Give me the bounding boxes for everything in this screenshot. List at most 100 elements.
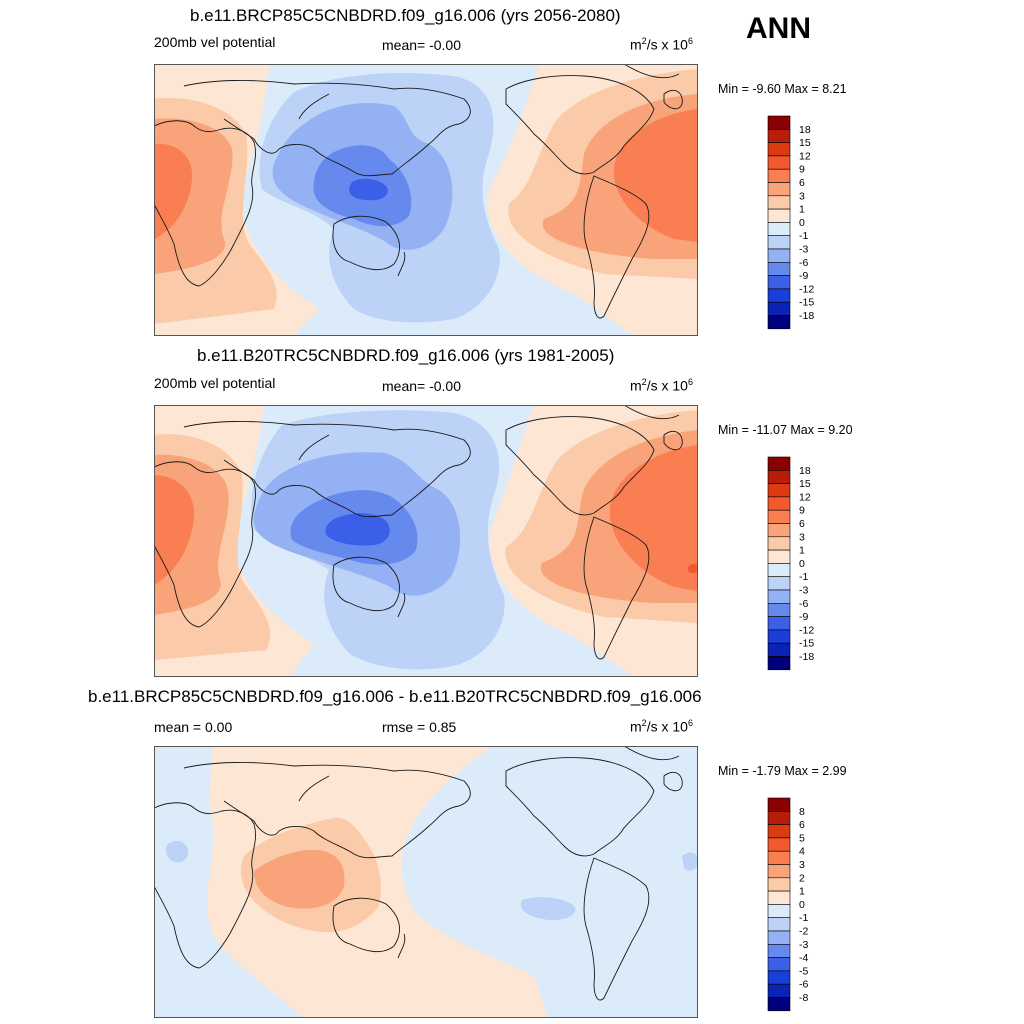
colorbar-swatch [767,944,791,958]
contour-positive-9-east [609,445,698,591]
colorbar-tick-label: 12 [799,150,811,162]
colorbar-swatch [767,797,791,812]
colorbar-tick-label: 6 [799,819,805,831]
colorbar-tick-label: -15 [799,297,814,309]
colorbar-tick-label: 18 [799,124,811,136]
contour-positive-9-east [613,109,698,242]
colorbar-swatch [767,970,791,985]
colorbar-swatch [767,603,791,617]
panel-3-mean-label: mean = 0.00 [154,719,233,735]
colorbar-tick-label: 15 [799,137,811,149]
colorbar-swatch [767,301,791,316]
contour-negative-1a [166,840,189,863]
panel-2-units-label: m2/s x 106 [630,377,693,394]
panel-3-title: b.e11.BRCP85C5CNBDRD.f09_g16.006 - b.e11… [88,687,702,706]
colorbar-swatch [767,128,791,143]
colorbar-swatch [767,483,791,498]
panel-3-rmse-label: rmse = 0.85 [382,719,457,735]
colorbar-swatch [767,288,791,303]
colorbar-swatch [767,904,791,919]
season-label: ANN [746,12,811,45]
colorbar-swatch [767,850,791,865]
colorbar-tick-label: 1 [799,204,805,216]
panel-3-max: Max = 2.99 [784,764,847,778]
colorbar-tick-label: -6 [799,257,808,269]
contour-negative-1c [682,852,698,871]
colorbar-swatch [767,877,791,892]
panel-3-map [154,746,698,1018]
panel-2-coastlines [154,405,683,660]
colorbar-tick-label: 1 [799,545,805,557]
colorbar-tick-label: 0 [799,558,805,570]
colorbar-swatch [767,629,791,644]
colorbar-swatch [767,235,791,250]
colorbar-swatch [767,155,791,170]
panel-1-minmax: Min = -9.60 Max = 8.21 [718,82,847,96]
contour-negative-12 [325,513,390,546]
colorbar-tick-label: 1 [799,886,805,898]
panel-2-title: b.e11.B20TRC5CNBDRD.f09_g16.006 (yrs 198… [197,346,615,365]
colorbar-tick-label: -3 [799,244,808,256]
panel-2-min: Min = -11.07 [718,423,787,437]
colorbar-tick-label: -3 [799,585,808,597]
colorbar-swatch [767,195,791,210]
colorbar-tick-label: 4 [799,846,805,858]
colorbar-swatch [767,248,791,263]
colorbar-swatch [767,208,791,223]
colorbar-swatch [767,262,791,276]
colorbar-tick-label: 6 [799,177,805,189]
panel-2-max: Max = 9.20 [790,423,853,437]
colorbar-swatch [767,824,791,839]
colorbar-swatch [767,997,791,1012]
contour-positive-9 [154,143,193,239]
colorbar-swatch [767,983,791,998]
colorbar-tick-label: 18 [799,465,811,477]
colorbar-swatch [767,549,791,564]
colorbar-swatch [767,469,791,484]
colorbar-swatch [767,864,791,879]
colorbar-tick-label: -9 [799,611,808,623]
contour-positive-9 [154,475,195,585]
colorbar-swatch [767,168,791,183]
contour-negative-1b [520,897,576,921]
colorbar-swatch [767,917,791,932]
panel-3-min: Min = -1.79 [718,764,781,778]
colorbar-swatch [767,563,791,578]
panel-1-variable-label: 200mb vel potential [154,34,276,50]
colorbar-tick-label: -1 [799,912,808,924]
panel-1-coastlines [154,64,683,319]
panel-1-max: Max = 8.21 [784,82,847,96]
colorbar-tick-label: -1 [799,571,808,583]
colorbar-tick-label: -15 [799,638,814,650]
colorbar-swatch [767,957,791,972]
colorbar-tick-label: -1 [799,230,808,242]
colorbar-swatch [767,142,791,157]
panel-2-minmax: Min = -11.07 Max = 9.20 [718,423,853,437]
colorbar-tick-label: -3 [799,939,808,951]
colorbar-tick-label: 15 [799,478,811,490]
colorbar-swatch [767,642,791,657]
colorbar-tick-label: 3 [799,190,805,202]
colorbar-tick-label: 0 [799,899,805,911]
colorbar-swatch [767,837,791,852]
panel-1-min: Min = -9.60 [718,82,781,96]
contour-positive-12-east [688,563,698,574]
colorbar-tick-label: 12 [799,491,811,503]
colorbar-swatch [767,536,791,551]
colorbar-swatch [767,810,791,825]
panel-1-units-label: m2/s x 106 [630,36,693,53]
colorbar-swatch [767,656,791,671]
panel-2-variable-label: 200mb vel potential [154,375,276,391]
colorbar-tick-label: 5 [799,832,805,844]
colorbar-tick-label: -6 [799,979,808,991]
colorbar-tick-label: -9 [799,270,808,282]
colorbar-swatch [767,523,791,538]
panel-3-colorbar: 865 432 10-1 -2-3-4-5 -6-8 [767,797,808,1012]
contour-negative-12 [349,178,388,201]
colorbar-swatch [767,890,791,905]
panel-3-units-label: m2/s x 106 [630,718,693,735]
colorbar-tick-label: 9 [799,505,805,517]
colorbar-swatch [767,222,791,237]
